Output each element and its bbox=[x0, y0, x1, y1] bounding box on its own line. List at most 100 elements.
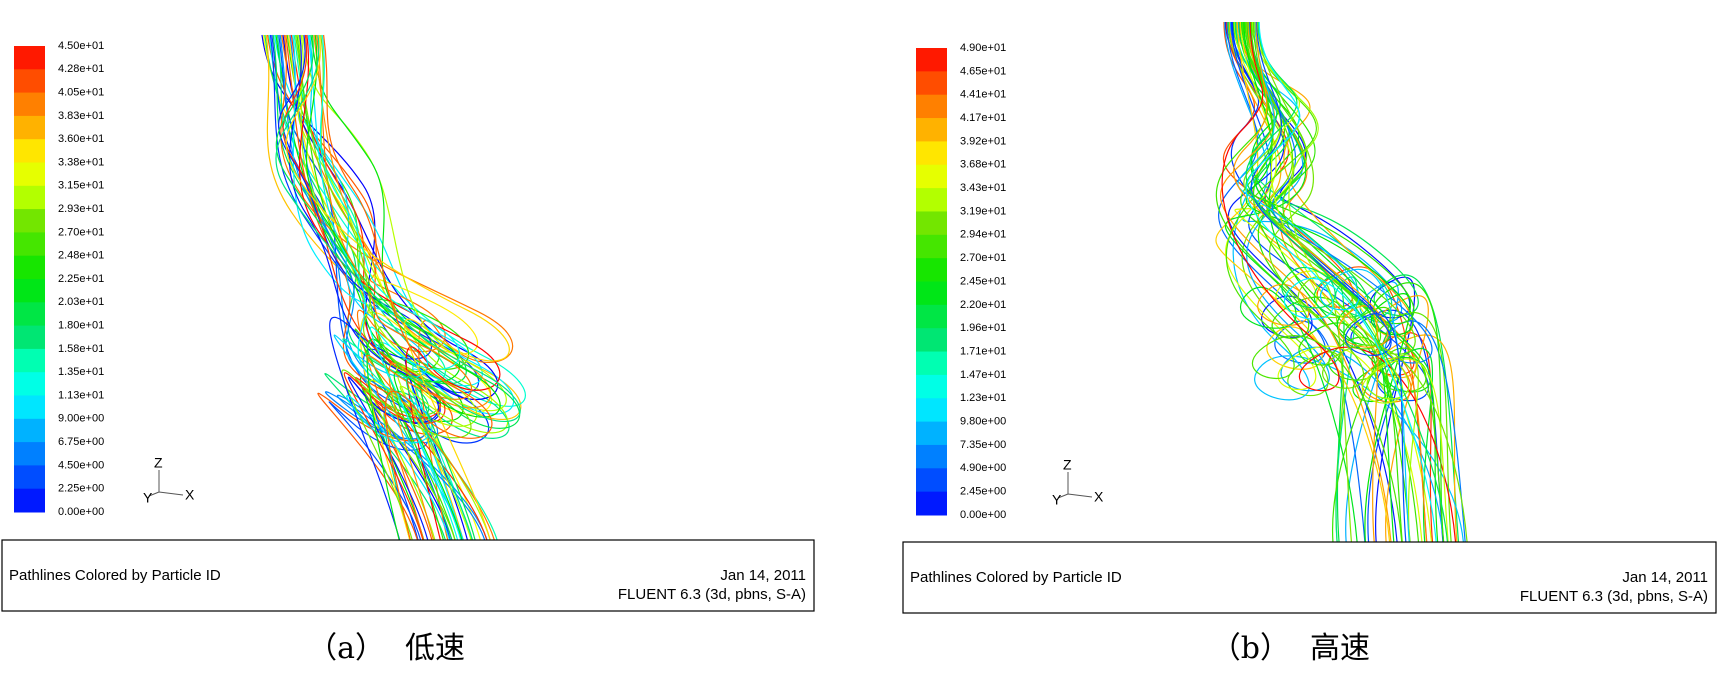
colorbar-label: 0.00e+00 bbox=[960, 509, 1006, 521]
colorbar-band bbox=[916, 491, 947, 516]
axis-label: X bbox=[1094, 489, 1104, 505]
pathline bbox=[280, 34, 514, 540]
colorbar-band bbox=[916, 211, 947, 236]
pathline bbox=[319, 34, 461, 540]
pathline bbox=[320, 34, 472, 540]
colorbar-label: 1.58e+01 bbox=[58, 343, 104, 355]
colorbar-label: 3.43e+01 bbox=[960, 182, 1006, 194]
caption-label: （a） bbox=[307, 631, 385, 666]
colorbar-label: 3.92e+01 bbox=[960, 135, 1006, 147]
pathline bbox=[1243, 21, 1414, 542]
colorbar-band bbox=[916, 71, 947, 96]
colorbar-band bbox=[916, 188, 947, 212]
colorbar-band bbox=[916, 48, 947, 72]
colorbar-label: 4.17e+01 bbox=[960, 112, 1006, 124]
panel: 4.50e+01 4.28e+01 4.05e+01 3.83e+01 3.60e+01… bbox=[1, 34, 815, 666]
colorbar-label: 1.13e+01 bbox=[58, 389, 104, 401]
pathline bbox=[1250, 21, 1407, 542]
axis-triad bbox=[148, 470, 184, 497]
colorbar-band bbox=[14, 372, 45, 396]
colorbar-label: 2.70e+01 bbox=[58, 226, 104, 238]
pathline bbox=[278, 34, 432, 540]
pathline bbox=[1229, 21, 1458, 542]
pathline bbox=[1249, 21, 1466, 542]
colorbar-label: 2.20e+01 bbox=[960, 299, 1006, 311]
footer-box bbox=[1, 539, 815, 612]
axis-label: X bbox=[185, 487, 195, 503]
colorbar-band bbox=[916, 328, 947, 353]
colorbar-band bbox=[916, 304, 947, 329]
pathline bbox=[1236, 21, 1429, 542]
colorbar-band bbox=[14, 185, 45, 210]
colorbar-band bbox=[916, 374, 947, 399]
pathline bbox=[305, 34, 501, 540]
axis-label: Z bbox=[154, 455, 163, 471]
colorbar-label: 4.41e+01 bbox=[960, 89, 1006, 101]
pathline bbox=[275, 34, 521, 540]
colorbar-label: 2.45e+01 bbox=[960, 275, 1006, 287]
colorbar-label: 4.50e+01 bbox=[58, 40, 104, 52]
colorbar-band bbox=[14, 488, 45, 513]
pathline bbox=[265, 34, 522, 540]
colorbar-label: 2.45e+00 bbox=[960, 486, 1006, 498]
colorbar-label: 4.90e+01 bbox=[960, 42, 1006, 54]
colorbar-band bbox=[916, 94, 947, 119]
colorbar-label: 6.75e+00 bbox=[58, 436, 104, 448]
colorbar-label: 1.35e+01 bbox=[58, 366, 104, 378]
colorbar-label: 4.90e+00 bbox=[960, 462, 1006, 474]
colorbar-label: 2.25e+00 bbox=[58, 483, 104, 495]
footer-title: Pathlines Colored by Particle ID bbox=[910, 569, 1122, 586]
colorbar-band bbox=[916, 164, 947, 189]
colorbar-band bbox=[14, 232, 45, 257]
colorbar-band bbox=[916, 141, 947, 166]
colorbar-label: 2.25e+01 bbox=[58, 273, 104, 285]
colorbar-band bbox=[14, 465, 45, 490]
pathline bbox=[309, 34, 464, 540]
colorbar-band bbox=[916, 421, 947, 446]
pathline bbox=[323, 34, 493, 540]
pathlines bbox=[261, 34, 526, 540]
pathline bbox=[298, 34, 501, 540]
pathline bbox=[1245, 21, 1448, 542]
colorbar-label: 3.68e+01 bbox=[960, 159, 1006, 171]
colorbar-band bbox=[14, 92, 45, 117]
colorbar-label: 1.80e+01 bbox=[58, 320, 104, 332]
axis-label: Y bbox=[1052, 492, 1062, 508]
footer-solver: FLUENT 6.3 (3d, pbns, S-A) bbox=[1520, 588, 1708, 605]
pathline bbox=[1228, 21, 1460, 542]
colorbar-label: 9.00e+00 bbox=[58, 413, 104, 425]
colorbar-label: 3.60e+01 bbox=[58, 133, 104, 145]
pathline bbox=[285, 34, 510, 540]
colorbar-band bbox=[14, 139, 45, 163]
footer-date: Jan 14, 2011 bbox=[1622, 569, 1708, 586]
colorbar-band bbox=[14, 418, 45, 443]
colorbar-band bbox=[916, 444, 947, 469]
colorbar-band bbox=[14, 302, 45, 327]
pathline bbox=[286, 34, 456, 540]
pathline bbox=[1252, 21, 1449, 542]
colorbar-band bbox=[916, 118, 947, 142]
footer-title: Pathlines Colored by Particle ID bbox=[9, 567, 221, 584]
colorbar-band bbox=[14, 442, 45, 466]
colorbar-band bbox=[14, 348, 45, 373]
colorbar-label: 1.71e+01 bbox=[960, 345, 1006, 357]
colorbar-label: 1.96e+01 bbox=[960, 322, 1006, 334]
colorbar-label: 3.19e+01 bbox=[960, 205, 1006, 217]
colorbar-label: 2.03e+01 bbox=[58, 296, 104, 308]
axis-label: Y bbox=[143, 490, 153, 506]
pathline bbox=[1245, 21, 1445, 542]
colorbar-label: 2.70e+01 bbox=[960, 252, 1006, 264]
colorbar-label: 4.05e+01 bbox=[58, 87, 104, 99]
caption-text: 低速 bbox=[405, 631, 465, 666]
colorbar-band bbox=[916, 398, 947, 423]
footer-box bbox=[902, 541, 1717, 614]
colorbar-label: 2.93e+01 bbox=[58, 203, 104, 215]
colorbar-band bbox=[14, 395, 45, 420]
colorbar-label: 1.23e+01 bbox=[960, 392, 1006, 404]
pathline bbox=[1245, 21, 1437, 542]
pathline bbox=[1257, 21, 1468, 542]
pathline bbox=[1233, 21, 1439, 542]
pathline bbox=[264, 34, 446, 540]
pathline bbox=[292, 34, 483, 540]
